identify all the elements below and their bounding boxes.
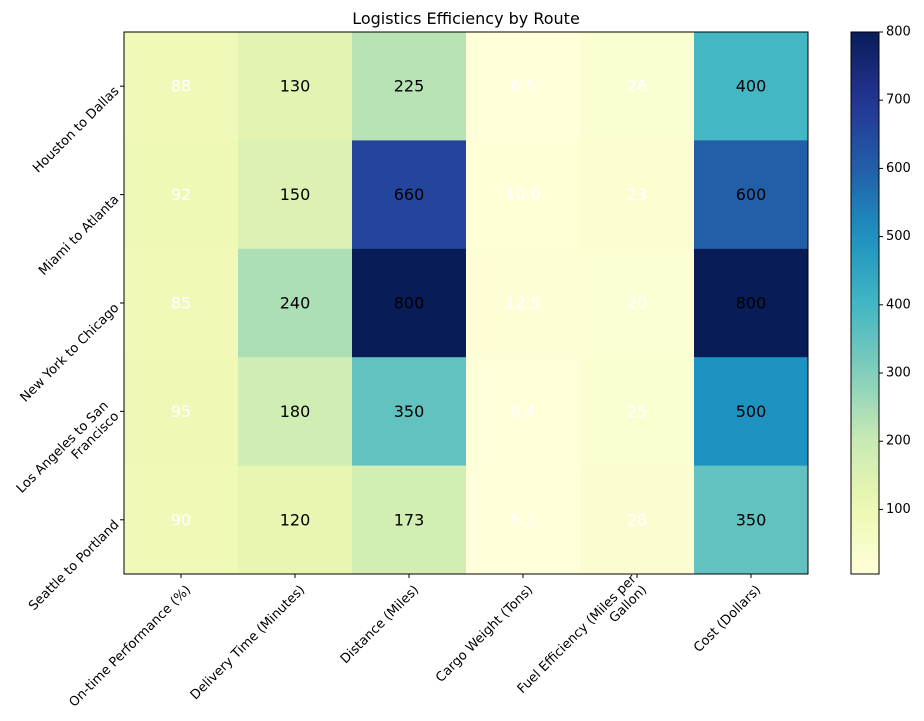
heatmap-cell (124, 465, 239, 575)
cell-value-label: 20 (627, 294, 647, 313)
y-tick-label: New York to Chicago (18, 301, 123, 406)
cell-value-label: 400 (736, 77, 767, 96)
x-tick-label: Delivery Time (Minutes) (188, 583, 308, 703)
colorbar-tick-label: 300 (886, 366, 911, 381)
heatmap-cell (352, 357, 467, 467)
cell-value-label: 500 (736, 402, 767, 421)
y-tick-label: Houston to Dallas (30, 84, 122, 176)
heatmap-cell (580, 32, 695, 141)
heatmap-cell (694, 465, 809, 575)
heatmap-cell (238, 465, 353, 575)
heatmap-cell (124, 248, 239, 358)
heatmap-cell (124, 357, 239, 467)
x-tick-label: Cargo Weight (Tons) (433, 583, 536, 686)
cell-value-label: 23 (627, 185, 647, 204)
y-tick-label: Seattle to Portland (26, 518, 122, 614)
heatmap-cell (694, 248, 809, 358)
chart-title: Logistics Efficiency by Route (352, 9, 580, 28)
x-tick-label: Fuel Efficiency (Miles perGallon) (515, 572, 651, 708)
heatmap-cell (124, 140, 239, 250)
cell-value-label: 225 (394, 77, 425, 96)
cell-value-label: 660 (394, 185, 425, 204)
cell-value-label: 25 (627, 402, 647, 421)
cell-value-label: 85 (171, 294, 191, 313)
heatmap-cell (238, 357, 353, 467)
heatmap-cell (580, 357, 695, 467)
heatmap-cell (466, 140, 581, 250)
heatmap-cell (352, 465, 467, 575)
heatmap-cell (580, 465, 695, 575)
cell-value-label: 350 (736, 510, 767, 529)
colorbar-tick-label: 800 (886, 25, 911, 40)
x-tick-label-line: Distance (Miles) (338, 583, 422, 667)
heatmap-cell (238, 248, 353, 358)
cell-value-label: 90 (171, 510, 191, 529)
colorbar-tick-label: 200 (886, 434, 911, 449)
y-tick-label-line: New York to Chicago (18, 301, 123, 406)
y-tick-label: Miami to Atlanta (36, 192, 122, 278)
heatmap-cell (466, 32, 581, 141)
cell-value-label: 88 (171, 77, 191, 96)
heatmap-cell (466, 465, 581, 575)
cell-value-label: 6.5 (510, 77, 535, 96)
x-tick-label-line: On-time Performance (%) (66, 583, 194, 711)
cell-value-label: 800 (736, 294, 767, 313)
heatmap-cell (466, 357, 581, 467)
colorbar-tick-label: 100 (886, 502, 911, 517)
heatmap-cell (352, 32, 467, 141)
cell-value-label: 240 (280, 294, 311, 313)
cell-value-label: 130 (280, 77, 311, 96)
x-tick-label-line: Cargo Weight (Tons) (433, 583, 536, 686)
cell-value-label: 800 (394, 294, 425, 313)
y-tick-label-line: Houston to Dallas (30, 84, 122, 176)
y-tick-label-line: Los Angeles to San (14, 399, 112, 497)
heatmap-cell (694, 32, 809, 141)
x-tick-label: On-time Performance (%) (66, 583, 194, 711)
cell-value-label: 5.3 (510, 510, 535, 529)
heatmap-cell (580, 140, 695, 250)
cell-value-label: 92 (171, 185, 191, 204)
heatmap-cell (352, 248, 467, 358)
cell-value-label: 350 (394, 402, 425, 421)
heatmap-cell (124, 32, 239, 141)
cell-value-label: 180 (280, 402, 311, 421)
colorbar-tick-label: 400 (886, 297, 911, 312)
x-tick-label-line: Cost (Dollars) (691, 583, 764, 656)
y-tick-label: Los Angeles to SanFrancisco (14, 399, 123, 508)
cell-value-label: 28 (627, 510, 647, 529)
colorbar-tick-label: 500 (886, 229, 911, 244)
y-tick-label-line: Miami to Atlanta (36, 192, 122, 278)
cell-value-label: 600 (736, 185, 767, 204)
colorbar-tick-label: 600 (886, 161, 911, 176)
heatmap-cell (238, 140, 353, 250)
cell-value-label: 12.5 (505, 294, 541, 313)
heatmap-cells: 88 130 225 6.5 26 400 92 150 660 10.0 23 600 85 240 80… (124, 32, 809, 575)
heatmap-cell (238, 32, 353, 141)
cell-value-label: 10.0 (505, 185, 541, 204)
x-axis-ticks: On-time Performance (%)Delivery Time (Mi… (66, 572, 764, 711)
y-axis-ticks: Houston to Dallas Miami to Atlanta New Yor… (14, 84, 124, 614)
x-tick-label: Distance (Miles) (338, 583, 422, 667)
cell-value-label: 8.4 (510, 402, 535, 421)
heatmap-cell (580, 248, 695, 358)
y-tick-label-line: Seattle to Portland (26, 518, 122, 614)
colorbar-tick-label: 700 (886, 93, 911, 108)
heatmap-cell (694, 357, 809, 467)
cell-value-label: 120 (280, 510, 311, 529)
heatmap-cell (352, 140, 467, 250)
x-tick-label-line: Fuel Efficiency (Miles per (515, 572, 640, 697)
cell-value-label: 173 (394, 510, 425, 529)
heatmap-cell (466, 248, 581, 358)
heatmap-cell (694, 140, 809, 250)
cell-value-label: 26 (627, 77, 647, 96)
cell-value-label: 95 (171, 402, 191, 421)
colorbar: 100 200 300 400 500 600 700 800 (850, 25, 911, 575)
x-tick-label-line: Delivery Time (Minutes) (188, 583, 308, 703)
cell-value-label: 150 (280, 185, 311, 204)
colorbar-gradient (850, 31, 880, 575)
x-tick-label: Cost (Dollars) (691, 583, 764, 656)
